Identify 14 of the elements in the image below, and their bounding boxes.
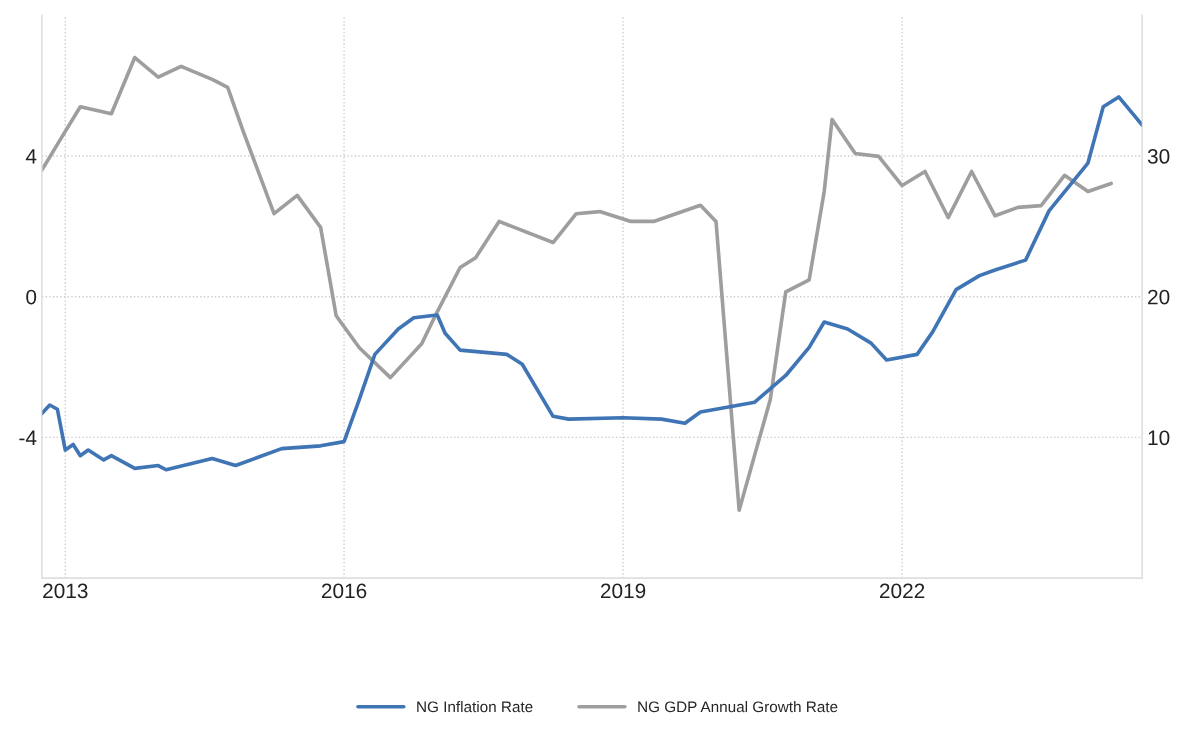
legend-label: NG GDP Annual Growth Rate	[638, 701, 838, 713]
y2-tick-label: 10	[1148, 430, 1170, 446]
x-tick-label: 2013	[43, 583, 88, 599]
line-series	[41, 95, 1143, 472]
x-tick-label: 2022	[879, 583, 925, 599]
y-tick-label: -4	[19, 430, 37, 445]
legend-label: NG Inflation Rate	[417, 701, 533, 713]
line-series	[41, 55, 1113, 513]
y2-tick-label: 30	[1147, 149, 1170, 164]
y-tick-label: 0	[26, 289, 37, 305]
x-tick-label: 2019	[600, 583, 646, 599]
x-tick-label: 2016	[321, 583, 367, 599]
y-tick-label: 4	[25, 149, 37, 164]
y2-tick-label: 20	[1148, 289, 1170, 305]
